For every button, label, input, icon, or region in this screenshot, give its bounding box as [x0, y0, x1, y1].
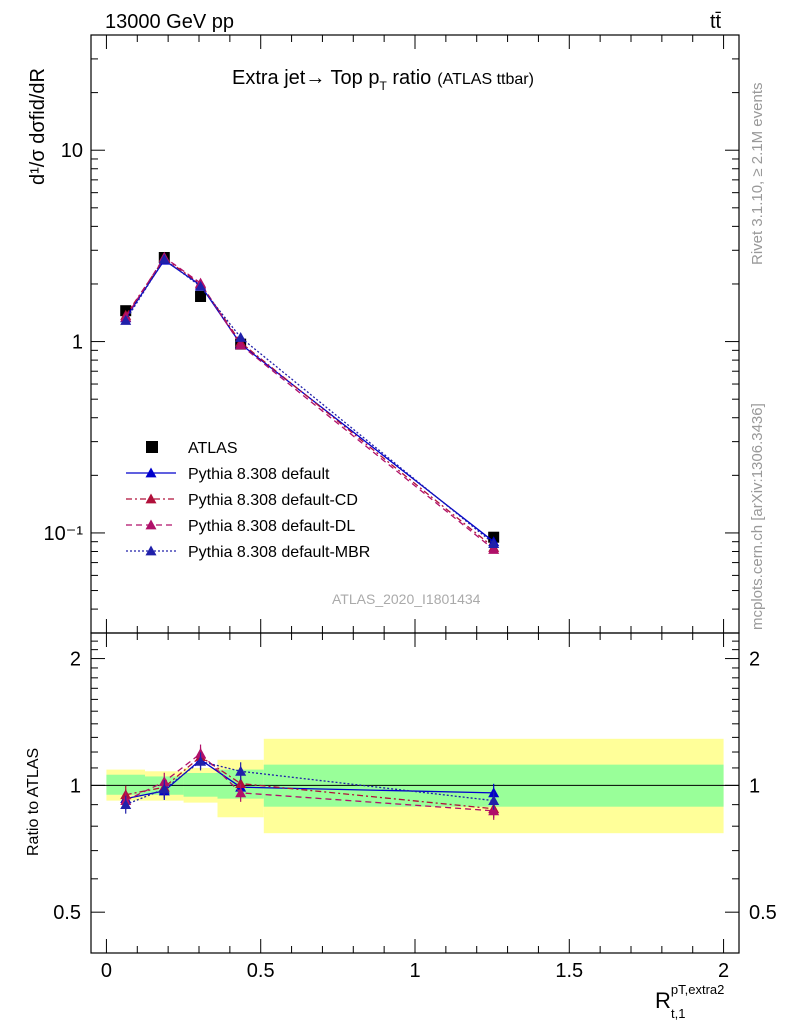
main-y-tick-label: 1	[72, 332, 83, 354]
legend-marker-pythia-8-308-default-cd	[145, 493, 157, 504]
x-axis-label-sup: pT,extra2	[671, 982, 724, 997]
ratio-y-tick-label-right: 1	[749, 775, 760, 797]
ratio-ylabel: Ratio to ATLAS	[25, 748, 42, 856]
plot-title-sub: T	[379, 79, 387, 93]
rivet-side-label: Rivet 3.1.10, ≥ 2.1M events	[749, 83, 766, 266]
x-tick-label: 1	[409, 960, 420, 982]
ratio-y-tick-label: 0.5	[53, 902, 81, 924]
ratio-y-tick-label-right: 2	[749, 649, 760, 671]
ratio-band-inner	[106, 774, 145, 795]
energy-label: 13000 GeV pp	[105, 11, 234, 33]
legend-label-pythia-8-308-default-dl: Pythia 8.308 default-DL	[188, 518, 355, 535]
ratio-point-pythia-8-308-default-mbr	[235, 765, 247, 776]
ratio-point-pythia-8-308-default-cd	[235, 778, 247, 788]
main-y-tick-label: 10	[61, 140, 83, 162]
ratio-point-pythia-8-308-default-dl	[235, 787, 247, 798]
data-point-pythia-8-308-default-dl	[235, 339, 247, 350]
x-axis-label-subscript: t,1	[671, 1006, 685, 1021]
x-tick-label: 0	[101, 960, 112, 982]
ratio-line-pythia-8-308-default-mbr	[125, 760, 494, 806]
legend-label-pythia-8-308-default-mbr: Pythia 8.308 default-MBR	[188, 544, 370, 561]
legend-marker-pythia-8-308-default-mbr	[145, 545, 157, 556]
ratio-point-pythia-8-308-default-mbr	[488, 795, 500, 806]
process-label: tt̄	[710, 11, 722, 33]
x-axis-label-main: R	[655, 988, 671, 1013]
legend: ATLAS Pythia 8.308 default Pythia 8.308 de…	[126, 440, 370, 561]
ratio-point-pythia-8-308-default-dl	[488, 805, 500, 816]
plot-title-main: Extra jet→ Top p	[232, 67, 379, 89]
data-point-atlas	[195, 291, 207, 303]
legend-marker-pythia-8-308-default	[145, 467, 157, 478]
data-point-pythia-8-308-default-mbr	[235, 332, 247, 342]
ratio-point-pythia-8-308-default-mbr	[158, 783, 170, 794]
ratio-band-inner	[183, 772, 218, 797]
legend-label-pythia-8-308-default: Pythia 8.308 default	[188, 466, 330, 483]
plot-title-note: (ATLAS ttbar)	[437, 71, 534, 88]
ratio-y-tick-label: 2	[70, 649, 81, 671]
data-point-pythia-8-308-default-mbr	[195, 281, 207, 291]
x-axis-label: RpT,extra2	[655, 982, 724, 1013]
x-tick-label: 2	[718, 960, 729, 982]
mcplots-side-label: mcplots.cern.ch [arXiv:1306.3436]	[749, 403, 766, 630]
x-tick-label: 1.5	[555, 960, 583, 982]
analysis-watermark: ATLAS_2020_I1801434	[332, 591, 481, 607]
main-ylabel: d¹/σ dσfid/dR	[27, 68, 49, 185]
legend-label-atlas: ATLAS	[188, 440, 238, 457]
data-point-pythia-8-308-default-dl	[488, 543, 500, 554]
ratio-point-pythia-8-308-default-mbr	[195, 755, 207, 766]
plot-title: Extra jet→ Top pT ratio (ATLAS ttbar)	[232, 67, 534, 93]
data-point-pythia-8-308-default-mbr	[120, 314, 132, 325]
main-y-tick-label: 10⁻¹	[44, 523, 84, 545]
legend-marker-atlas	[146, 441, 158, 453]
ratio-point-pythia-8-308-default-mbr	[120, 799, 132, 810]
x-tick-label: 0.5	[247, 960, 275, 982]
data-point-pythia-8-308-default-mbr	[158, 253, 170, 264]
ratio-y-tick-label: 1	[70, 775, 81, 797]
plot-title-rest: ratio	[387, 67, 431, 89]
ratio-y-tick-label-right: 0.5	[749, 902, 777, 924]
legend-marker-pythia-8-308-default-dl	[145, 519, 157, 530]
data-point-pythia-8-308-default-mbr	[488, 538, 500, 548]
legend-label-pythia-8-308-default-cd: Pythia 8.308 default-CD	[188, 492, 358, 509]
